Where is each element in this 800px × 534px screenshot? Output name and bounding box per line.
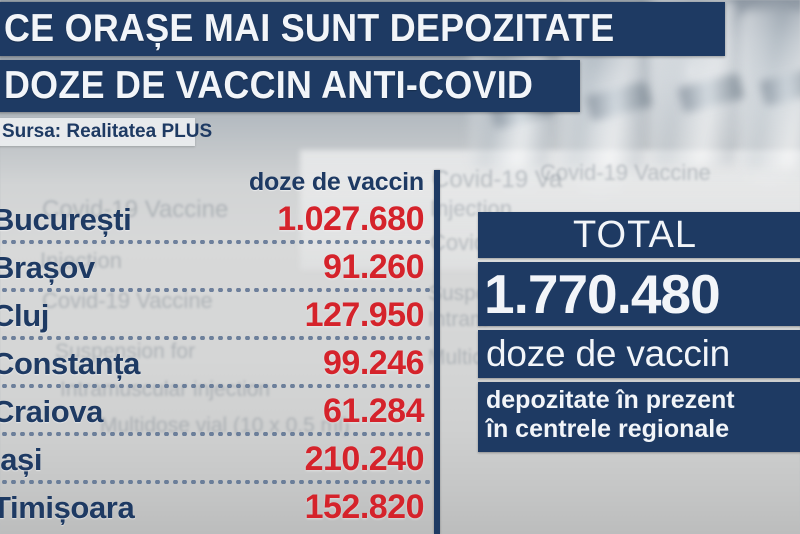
table-row: Craiova 61.284 [0, 384, 432, 436]
background-label-text: Multidose vial (10 x 0.5 ml) [100, 414, 350, 437]
total-number-band: 1.770.480 [478, 262, 800, 326]
headline-line2-text: DOZE DE VACCIN ANTI-COVID [4, 64, 534, 107]
column-header-doses: doze de vaccin [248, 168, 424, 196]
row-value: 210.240 [304, 440, 425, 478]
total-note-band: depozitate în prezent în centrele region… [478, 382, 800, 452]
city-doses-table: doze de vaccin București 1.027.680 Brașo… [0, 168, 432, 534]
background-label-text: Intram [428, 308, 488, 331]
total-note: depozitate în prezent în centrele region… [486, 386, 735, 444]
row-value: 91.260 [323, 248, 425, 286]
source-text: Sursa: Realitatea PLUS [2, 121, 213, 142]
source-strip: Sursa: Realitatea PLUS [0, 118, 212, 146]
row-value: 99.246 [323, 344, 425, 382]
total-number: 1.770.480 [484, 263, 721, 325]
table-row: Timișoara 152.820 [0, 480, 432, 528]
vertical-divider [434, 170, 440, 534]
row-city-label: București [0, 202, 132, 237]
total-panel: TOTAL 1.770.480 doze de vaccin depozitat… [478, 212, 800, 456]
total-note-line1: depozitate în prezent [486, 386, 735, 414]
row-city-label: Timișoara [0, 490, 135, 525]
total-label: TOTAL [573, 213, 697, 256]
row-city-label: Craiova [0, 394, 103, 429]
row-city-label: Brașov [0, 250, 95, 285]
background-label-text: Covid-19 Va [432, 166, 563, 193]
row-city-label: Constanța [0, 346, 140, 381]
background-label-text: Injection [40, 248, 122, 273]
headline-band-line1: CE ORAȘE MAI SUNT DEPOZITATE [0, 2, 725, 56]
table-row: Cluj 127.950 [0, 288, 432, 340]
table-row: Brașov 91.260 [0, 240, 432, 292]
background-label-text: Suspe [428, 282, 488, 305]
background-label-text: Intramuscular injection [60, 378, 271, 401]
row-separator-dots [0, 336, 432, 340]
row-value: 1.027.680 [277, 200, 424, 238]
row-city-label: Cluj [0, 298, 49, 333]
total-note-line2: în centrele regionale [486, 414, 730, 443]
table-row: Constanța 99.246 [0, 336, 432, 388]
row-city-label: Iași [0, 442, 43, 477]
background-label-text: Covid-19 Vaccine [540, 160, 711, 185]
row-value: 127.950 [304, 296, 425, 334]
background-label-text: Covid-19 Vaccine [42, 196, 229, 223]
row-separator-dots [0, 480, 432, 484]
total-unit: doze de vaccin [486, 333, 731, 374]
total-unit-band: doze de vaccin [478, 330, 800, 378]
background-label-text: Suspension for [55, 340, 196, 363]
total-label-band: TOTAL [478, 212, 800, 258]
background-label-text: Multid [428, 346, 485, 369]
row-value: 61.284 [323, 392, 425, 430]
headline-line1-text: CE ORAȘE MAI SUNT DEPOZITATE [4, 7, 615, 50]
table-row: Iași 210.240 [0, 432, 432, 484]
headline-band-line2: DOZE DE VACCIN ANTI-COVID [0, 60, 580, 112]
row-separator-dots [0, 384, 432, 388]
background-label-text: Covid-19 Vaccine [42, 288, 213, 313]
row-value: 152.820 [304, 488, 425, 526]
row-separator-dots [0, 432, 432, 436]
row-separator-dots [0, 240, 432, 244]
row-separator-dots [0, 288, 432, 292]
table-row: București 1.027.680 [0, 192, 432, 244]
